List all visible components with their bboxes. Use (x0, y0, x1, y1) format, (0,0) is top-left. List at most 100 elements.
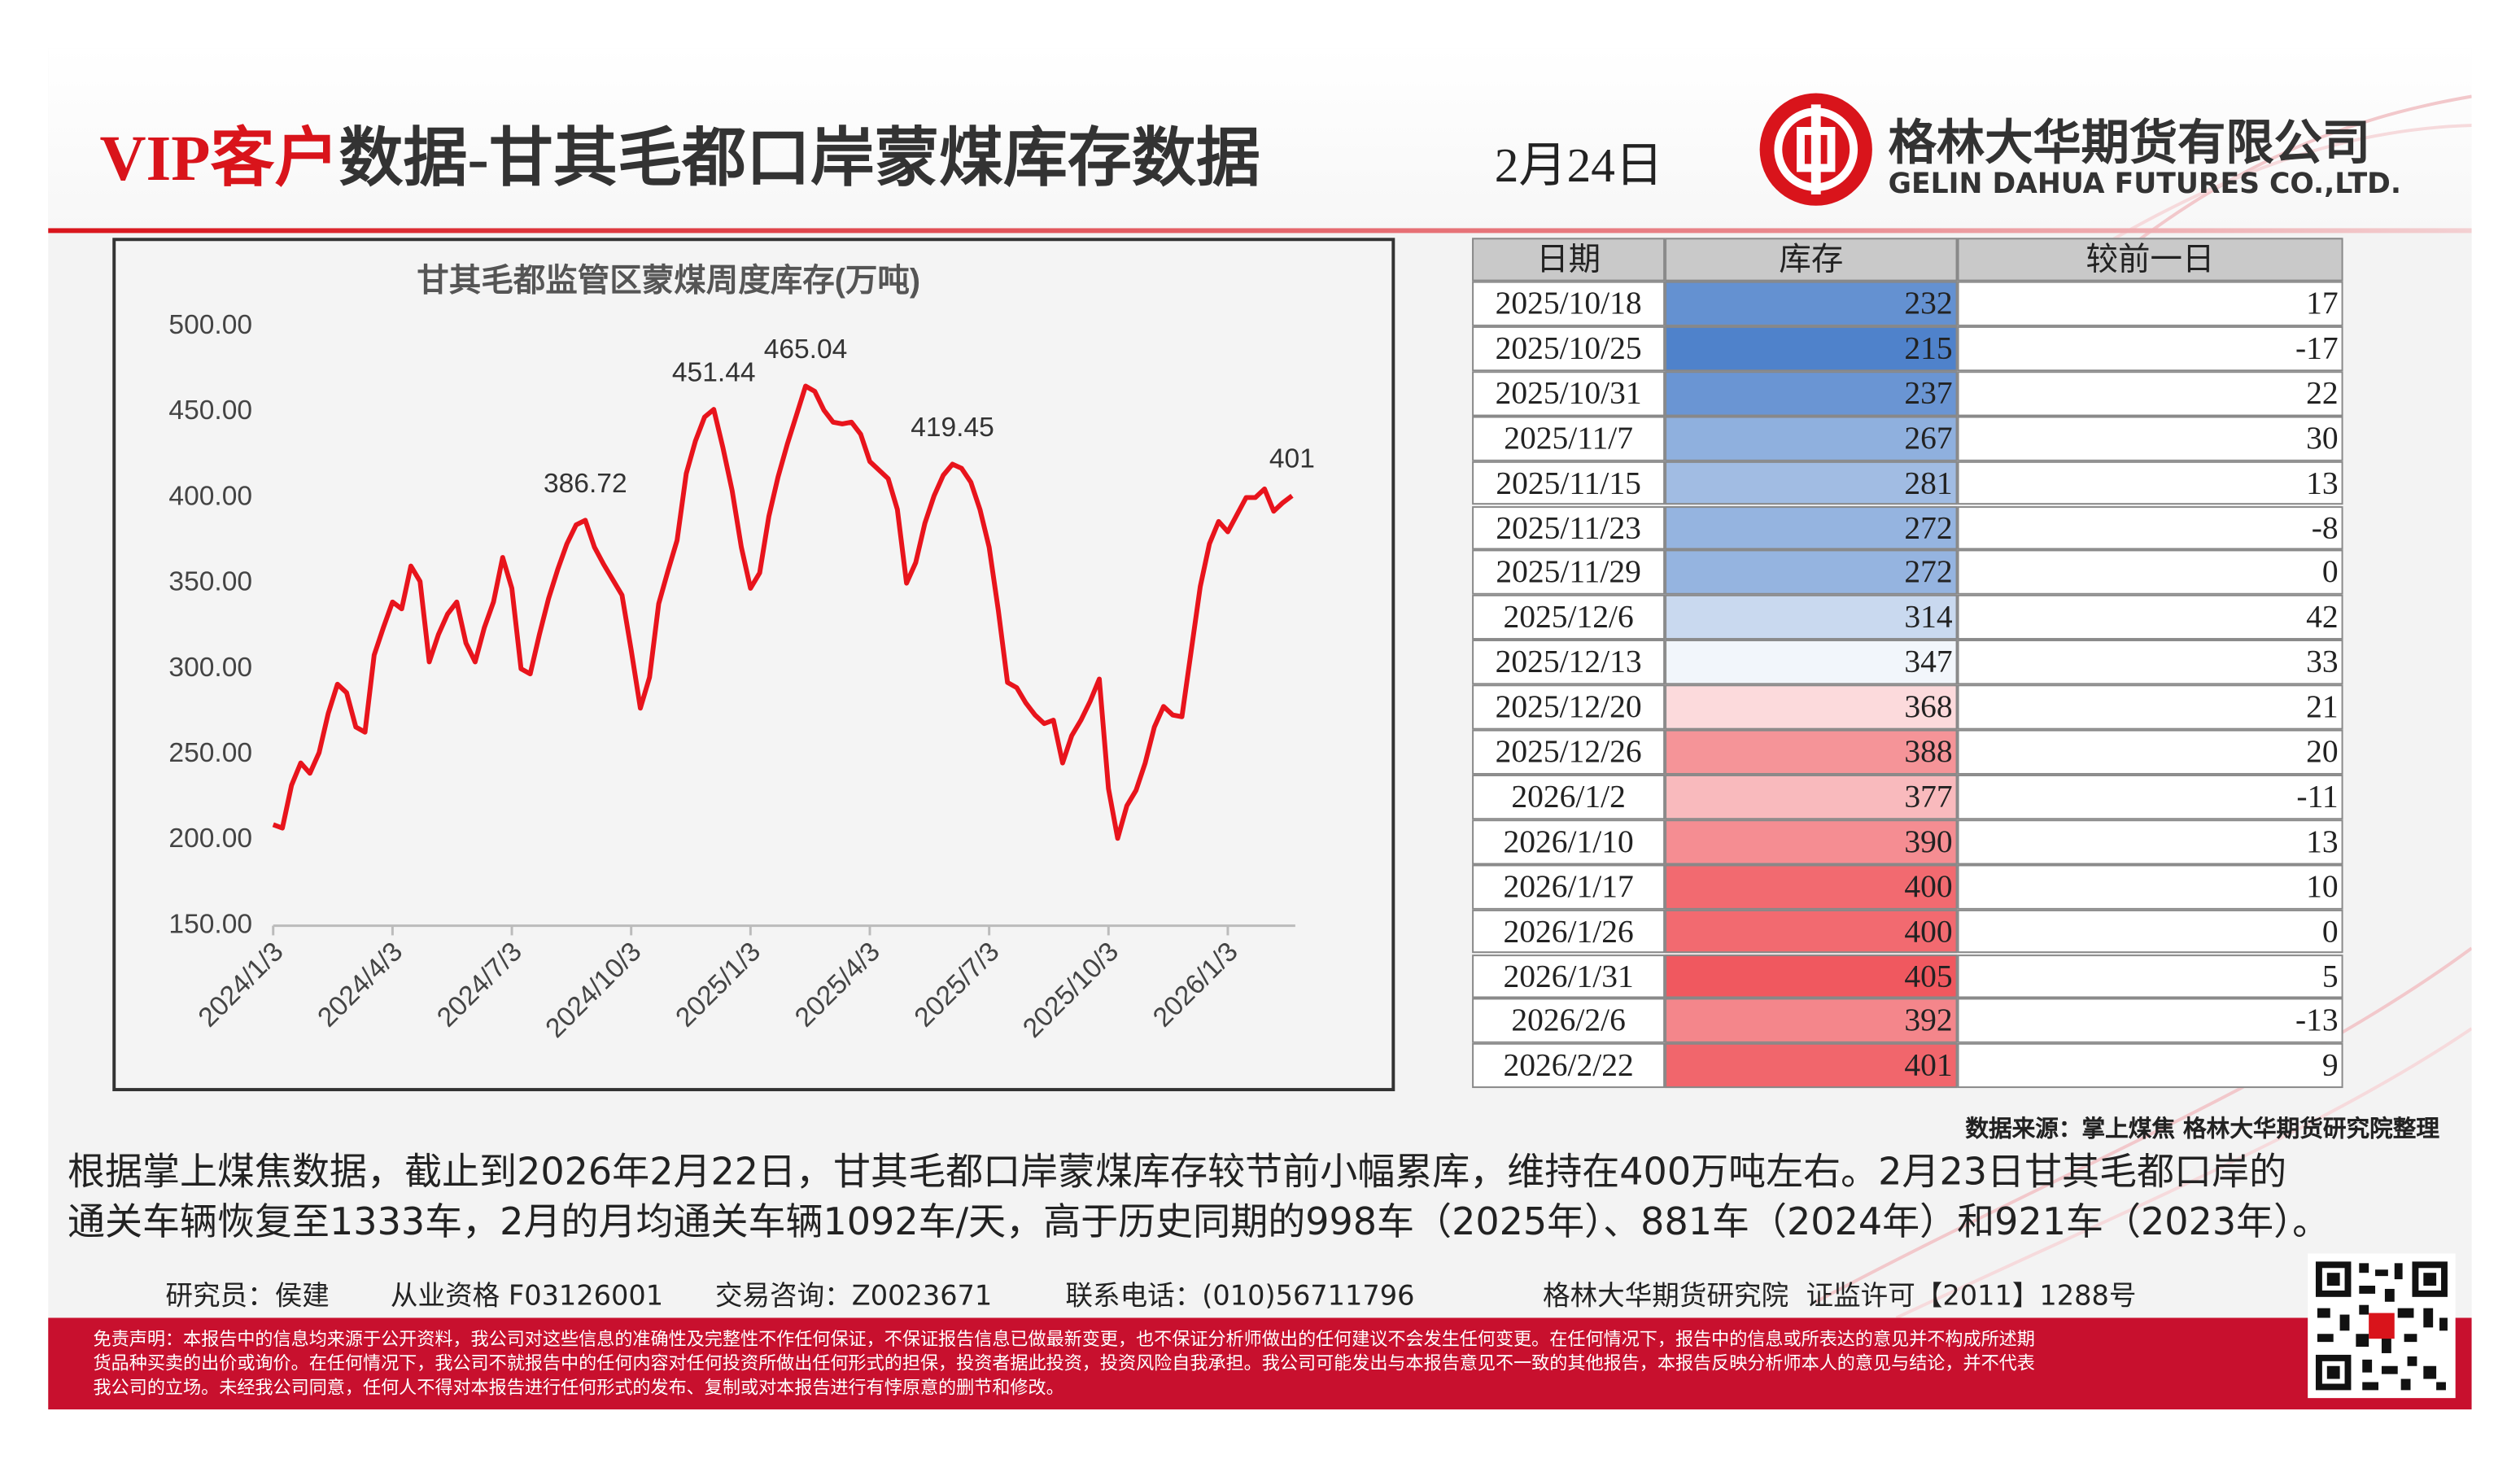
change-cell: -13 (1957, 998, 2343, 1044)
stock-cell: 377 (1665, 774, 1958, 819)
title-highlight: VIP客户 (99, 122, 339, 194)
data-label: 451.44 (672, 358, 756, 388)
stock-cell: 368 (1665, 684, 1958, 730)
stock-cell: 314 (1665, 595, 1958, 640)
date-cell: 2025/12/13 (1472, 640, 1666, 685)
date-cell: 2025/10/18 (1472, 281, 1666, 326)
table-header: 库存 (1665, 238, 1958, 282)
stock-cell: 400 (1665, 909, 1958, 954)
data-label: 465.04 (764, 334, 848, 365)
logo-icon (1759, 93, 1872, 206)
change-cell: 42 (1957, 595, 2343, 640)
change-cell: 10 (1957, 863, 2343, 910)
y-tick-label: 150.00 (168, 909, 252, 939)
y-tick-label: 250.00 (168, 738, 252, 768)
change-cell: 30 (1957, 415, 2343, 461)
consult: 交易咨询：Z0023671 (714, 1281, 993, 1313)
disclaimer-line: 免责声明：本报告中的信息均来源于公开资料，我公司对这些信息的准确性及完整性不作任… (93, 1329, 2035, 1350)
institute: 格林大华期货研究院 证监许可【2011】1288号 (1543, 1281, 2137, 1313)
date: 2月24日 (1494, 139, 1664, 193)
x-tick-label: 2026/1/3 (1147, 937, 1244, 1033)
disclaimer-line: 货品种买卖的出价或询价。在任何情况下，我公司不就报告中的任何内容对任何投资所做出… (93, 1352, 2035, 1374)
stock-cell: 281 (1665, 461, 1958, 506)
chart-frame (112, 238, 1395, 1092)
stock-cell: 272 (1665, 505, 1958, 551)
x-tick-label: 2024/4/3 (312, 937, 409, 1033)
stock-cell: 388 (1665, 729, 1958, 775)
y-tick-label: 400.00 (168, 481, 252, 511)
date-cell: 2025/11/23 (1472, 505, 1666, 551)
data-label: 401 (1269, 444, 1315, 474)
change-cell: 13 (1957, 461, 2343, 506)
date-cell: 2026/1/31 (1472, 954, 1666, 999)
change-cell: 0 (1957, 550, 2343, 596)
y-tick-label: 200.00 (168, 823, 252, 854)
stock-cell: 390 (1665, 819, 1958, 864)
change-cell: 20 (1957, 729, 2343, 775)
y-tick-label: 300.00 (168, 653, 252, 683)
x-tick-label: 2025/4/3 (789, 937, 886, 1033)
change-cell: -17 (1957, 325, 2343, 371)
date-cell: 2026/1/2 (1472, 774, 1666, 819)
x-tick-label: 2025/10/3 (1017, 937, 1125, 1044)
swoosh (1815, 946, 2472, 1304)
x-tick-label: 2024/7/3 (431, 937, 528, 1033)
divider (48, 228, 2472, 234)
chart-title: 甘其毛都监管区蒙煤周度库存(万吨) (417, 263, 920, 299)
date-cell: 2025/10/31 (1472, 370, 1666, 416)
change-cell: 13 (1957, 819, 2343, 864)
series-line (272, 383, 1294, 841)
source: 数据来源：掌上煤焦 格林大华期货研究院整理 (1965, 1116, 2440, 1143)
data-label: 419.45 (911, 413, 994, 443)
header (48, 48, 2472, 229)
summary-line: 通关车辆恢复至1333车，2月的月均通关车辆1092车/天，高于历史同期的998… (67, 1200, 2330, 1244)
change-cell: 0 (1957, 909, 2343, 954)
change-cell: 33 (1957, 640, 2343, 685)
date-cell: 2026/2/6 (1472, 998, 1666, 1044)
table-header: 较前一日 (1957, 238, 2343, 282)
stock-cell: 232 (1665, 281, 1958, 326)
x-tick-label: 2025/1/3 (670, 937, 767, 1033)
company-name-en: GELIN DAHUA FUTURES CO.,LTD. (1888, 168, 2402, 201)
summary-line: 根据掌上煤焦数据，截止到2026年2月22日，甘其毛都口岸蒙煤库存较节前小幅累库… (67, 1151, 2287, 1195)
date-cell: 2026/1/26 (1472, 909, 1666, 954)
x-tick-label: 2025/7/3 (909, 937, 1006, 1033)
y-tick-label: 450.00 (168, 395, 252, 426)
date-cell: 2026/1/10 (1472, 819, 1666, 864)
disclaimer-band (48, 1317, 2472, 1410)
summary: 根据掌上煤焦数据，截止到2026年2月22日，甘其毛都口岸蒙煤库存较节前小幅累库… (68, 1147, 2330, 1247)
phone: 联系电话：(010)56711796 (1065, 1281, 1415, 1313)
date-cell: 2026/1/17 (1472, 863, 1666, 910)
x-tick-label: 2024/1/3 (193, 937, 290, 1033)
y-tick-label: 500.00 (168, 310, 252, 340)
change-cell: 17 (1957, 281, 2343, 326)
stock-cell: 400 (1665, 863, 1958, 910)
chart: 甘其毛都监管区蒙煤周度库存(万吨) 150.00 200.00 250.00 300.… (168, 263, 1315, 1044)
stock-cell: 401 (1665, 1043, 1958, 1089)
date-cell: 2025/10/25 (1472, 325, 1666, 371)
date-cell: 2025/12/26 (1472, 729, 1666, 775)
decoration (1815, 94, 2472, 1320)
swoosh (2136, 94, 2472, 242)
stock-cell: 405 (1665, 954, 1958, 999)
company-name: 格林大华期货有限公司 (1888, 116, 2371, 173)
analyst: 研究员：侯建 (165, 1281, 330, 1313)
qualification: 从业资格 F03126001 (390, 1281, 664, 1313)
change-cell: 5 (1957, 954, 2343, 999)
date-cell: 2025/11/29 (1472, 550, 1666, 596)
swoosh (1895, 1027, 2472, 1320)
date-cell: 2025/11/15 (1472, 461, 1666, 506)
data-label: 386.72 (544, 469, 627, 499)
table: 日期 库存 较前一日 2025/10/18 232 17 2025/10/25 215 -17 2… (1472, 238, 2343, 1089)
change-cell: -8 (1957, 505, 2343, 551)
date-cell: 2025/11/7 (1472, 415, 1666, 461)
date-cell: 2026/2/22 (1472, 1043, 1666, 1089)
y-tick-label: 350.00 (168, 567, 252, 597)
title-text: 数据-甘其毛都口岸蒙煤库存数据 (338, 122, 1260, 194)
qr-code (2308, 1253, 2456, 1399)
stock-cell: 267 (1665, 415, 1958, 461)
change-cell: 21 (1957, 684, 2343, 730)
change-cell: -11 (1957, 774, 2343, 819)
